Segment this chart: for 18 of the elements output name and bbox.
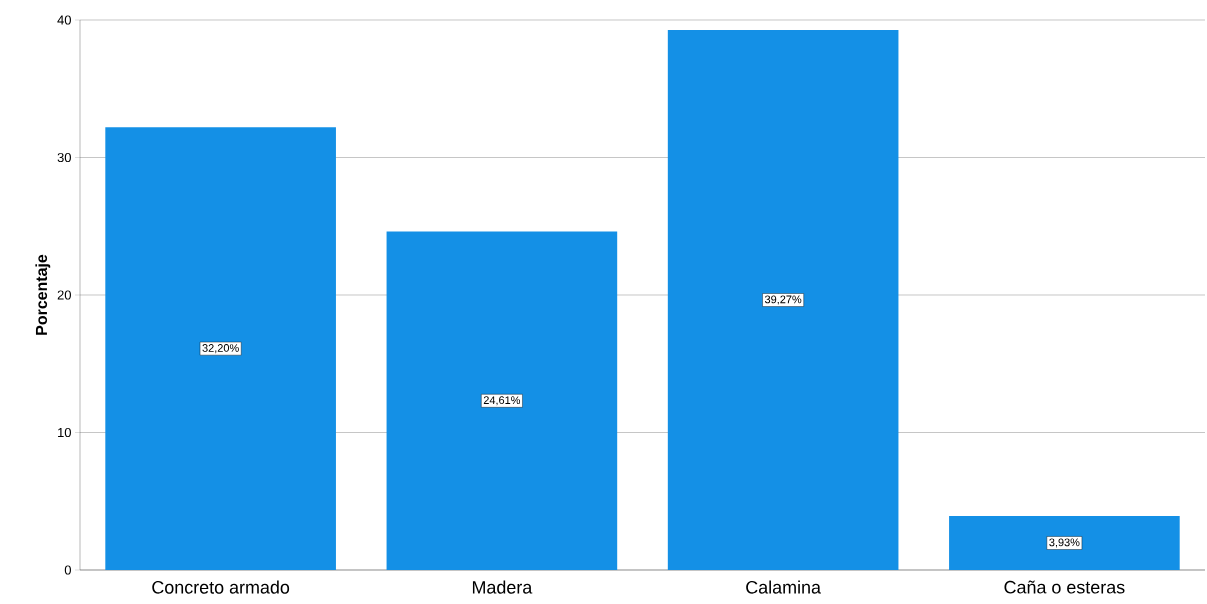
data-label: 24,61%: [483, 396, 521, 406]
data-label: 32,20%: [202, 344, 239, 354]
x-tick-label: Caña o esteras: [1004, 580, 1125, 594]
x-tick-label: Madera: [472, 580, 533, 594]
data-label: 3,93%: [1049, 538, 1080, 548]
y-tick-label: 20: [57, 290, 71, 300]
y-tick-label: 10: [58, 427, 71, 438]
bar: [386, 231, 618, 570]
data-label: 39,27%: [764, 295, 802, 305]
y-tick-label: 0: [64, 565, 71, 575]
bar: [667, 30, 899, 570]
y-tick-label: 30: [57, 152, 71, 163]
y-axis-title: Porcentaje: [35, 254, 51, 335]
y-tick-label: 40: [57, 15, 71, 25]
x-tick-label: Calamina: [746, 580, 821, 594]
bar: [105, 127, 336, 570]
bar: [949, 515, 1180, 570]
x-tick-label: Concreto armado: [152, 580, 290, 594]
